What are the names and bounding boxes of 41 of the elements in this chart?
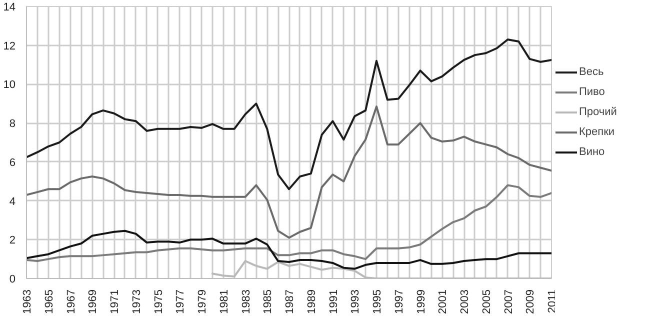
y-tick-label: 12 <box>3 40 16 52</box>
y-tick-label: 6 <box>9 156 16 169</box>
x-tick-label: 1965 <box>43 289 56 314</box>
x-tick-label: 1989 <box>306 289 318 314</box>
x-tick-label: 1987 <box>284 289 296 314</box>
x-tick-label: 1975 <box>152 289 165 314</box>
x-tick-label: 1967 <box>65 289 78 314</box>
x-tick-label: 2005 <box>480 289 493 314</box>
x-tick-label: 2001 <box>437 289 450 314</box>
legend-label: Весь <box>579 66 604 78</box>
x-tick-label: 1973 <box>130 289 143 314</box>
legend-label: Прочий <box>579 106 617 118</box>
line-series <box>26 184 552 262</box>
x-tick-label: 1995 <box>372 289 384 314</box>
legend-label: Крепки <box>579 126 615 138</box>
x-tick-label: 2007 <box>502 289 515 314</box>
x-tick-label: 1969 <box>87 289 100 314</box>
legend-label: Пиво <box>579 86 605 98</box>
x-tick-label: 1997 <box>393 289 406 314</box>
x-tick-label: 1983 <box>240 289 252 314</box>
y-tick-label: 4 <box>9 196 16 208</box>
line-series <box>26 38 552 190</box>
y-tick-label: 0 <box>9 274 16 286</box>
legend-label: Вино <box>579 146 605 158</box>
y-tick-label: 8 <box>9 118 16 130</box>
y-tick-label: 14 <box>3 2 16 14</box>
x-tick-label: 1979 <box>196 289 208 314</box>
y-tick-label: 2 <box>9 234 16 247</box>
x-tick-label: 1993 <box>350 289 362 314</box>
line-series <box>26 106 552 239</box>
y-tick-label: 10 <box>3 79 16 92</box>
x-tick-label: 1977 <box>174 289 187 314</box>
x-tick-label: 1999 <box>415 289 428 314</box>
x-tick-label: 2009 <box>524 289 537 314</box>
x-tick-label: 1981 <box>218 289 230 314</box>
line-series <box>26 230 552 270</box>
x-tick-label: 1985 <box>262 289 274 314</box>
x-tick-label: 1991 <box>328 289 340 314</box>
x-tick-label: 2003 <box>459 289 471 314</box>
x-tick-label: 1963 <box>22 289 34 314</box>
x-tick-label: 1971 <box>109 289 121 314</box>
